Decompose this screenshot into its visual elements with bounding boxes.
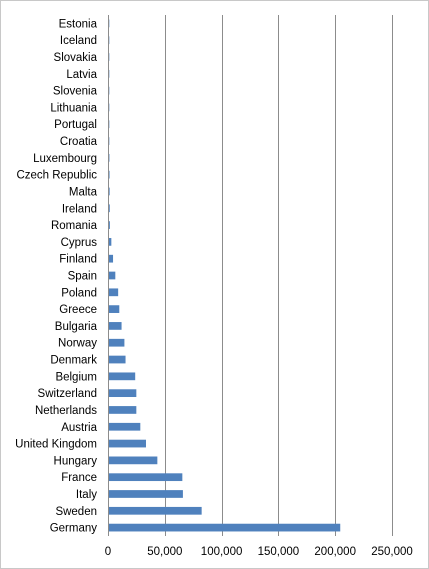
bar-austria — [108, 422, 141, 431]
x-tick-labels: 0 50,000 100,000 150,000 200,000 250,000 — [105, 546, 413, 558]
category-label: Portugal — [54, 119, 97, 131]
category-label: Estonia — [59, 18, 98, 30]
bar-poland — [108, 288, 119, 297]
category-label: Cyprus — [61, 237, 98, 249]
category-label: Czech Republic — [16, 170, 97, 182]
bar-malta — [108, 187, 110, 196]
category-label: Italy — [76, 489, 97, 501]
category-label: Denmark — [50, 355, 97, 367]
category-label: Slovakia — [54, 52, 98, 64]
x-tick-label: 0 — [105, 546, 111, 558]
category-label: France — [61, 472, 97, 484]
bar-bulgaria — [108, 322, 122, 330]
category-label: Poland — [61, 287, 97, 299]
bar-switzerland — [108, 389, 137, 398]
category-label: Spain — [68, 271, 97, 283]
category-labels: Estonia Iceland Slovakia Latvia Slovenia Lith… — [15, 18, 97, 534]
grid-lines — [165, 15, 393, 536]
bars — [108, 19, 341, 532]
bar-romania — [108, 221, 110, 229]
bar-ireland — [108, 204, 110, 213]
category-label: United Kingdom — [15, 439, 97, 451]
category-label: Sweden — [55, 506, 97, 518]
category-label: Norway — [58, 338, 97, 350]
bar-netherlands — [108, 406, 137, 414]
bar-czech-republic — [108, 170, 110, 179]
category-label: Romania — [51, 220, 98, 232]
bar-norway — [108, 338, 125, 347]
category-label: Austria — [61, 422, 97, 434]
x-tick-label: 250,000 — [371, 546, 413, 558]
category-label: Latvia — [66, 69, 97, 81]
bar-united-kingdom — [108, 439, 146, 448]
bar-hungary — [108, 456, 158, 465]
bar-italy — [108, 490, 183, 498]
x-tick-label: 150,000 — [258, 546, 300, 558]
category-label: Ireland — [62, 203, 97, 215]
category-label: Croatia — [60, 136, 98, 148]
category-label: Luxembourg — [33, 153, 97, 165]
x-tick-label: 100,000 — [201, 546, 243, 558]
x-tick-label: 50,000 — [147, 546, 182, 558]
bar-denmark — [108, 355, 126, 364]
category-label: Switzerland — [38, 388, 97, 400]
bar-germany — [108, 523, 341, 532]
category-label: Hungary — [54, 455, 98, 467]
category-label: Malta — [69, 186, 98, 198]
bar-belgium — [108, 372, 136, 381]
bar-sweden — [108, 506, 202, 515]
bar-greece — [108, 305, 120, 313]
bar-spain — [108, 271, 116, 280]
x-tick-label: 200,000 — [314, 546, 356, 558]
category-label: Iceland — [60, 35, 97, 47]
category-label: Finland — [59, 254, 97, 266]
category-label: Netherlands — [35, 405, 97, 417]
bar-finland — [108, 254, 114, 263]
bar-france — [108, 473, 183, 482]
bar-cyprus — [108, 238, 112, 246]
category-label: Germany — [50, 523, 98, 535]
category-label: Slovenia — [53, 86, 98, 98]
category-label: Greece — [59, 304, 97, 316]
category-label: Belgium — [55, 371, 97, 383]
category-label: Lithuania — [50, 102, 97, 114]
category-label: Bulgaria — [55, 321, 98, 333]
